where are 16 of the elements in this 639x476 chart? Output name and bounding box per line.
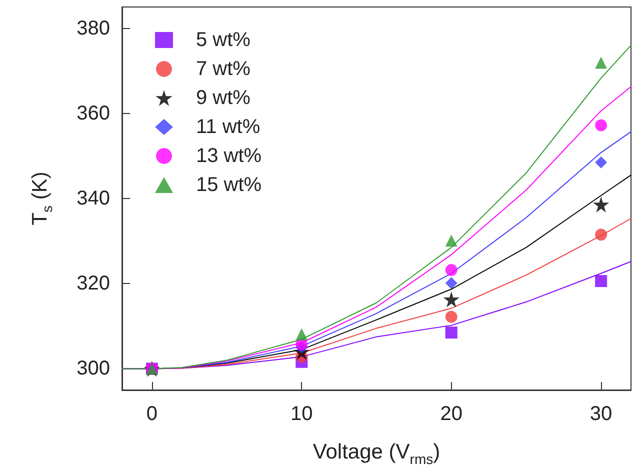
legend-label: 5 wt% xyxy=(196,29,251,51)
x-tick-label: 30 xyxy=(590,403,612,425)
legend-label: 13 wt% xyxy=(196,145,262,167)
legend-label: 15 wt% xyxy=(196,174,262,196)
y-tick-label: 320 xyxy=(76,272,110,295)
y-axis-title: Ts (K) xyxy=(28,172,55,226)
x-tick-label: 0 xyxy=(146,403,158,425)
x-tick-label: 20 xyxy=(440,403,462,425)
legend-label: 11 wt% xyxy=(196,116,260,138)
x-tick-label: 10 xyxy=(290,403,313,425)
y-tick-label: 300 xyxy=(76,358,110,380)
legend-label: 7 wt% xyxy=(196,58,251,80)
y-tick-label: 340 xyxy=(76,188,110,210)
y-tick-label: 360 xyxy=(76,102,110,124)
legend-label: 9 wt% xyxy=(196,87,251,109)
y-tick-label: 380 xyxy=(76,17,110,40)
